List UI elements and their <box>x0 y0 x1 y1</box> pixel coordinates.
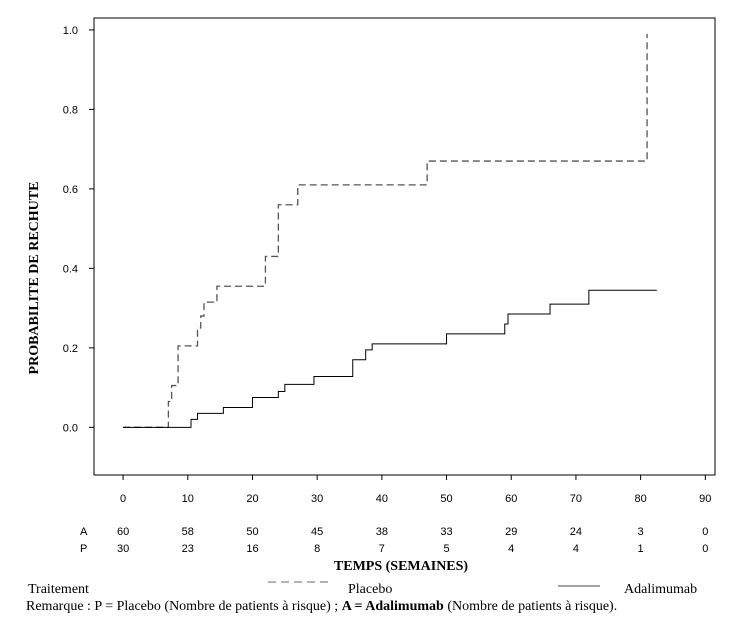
y-tick-label: 1.0 <box>63 25 78 37</box>
risk-count: 0 <box>702 526 708 538</box>
risk-count: 38 <box>376 526 388 538</box>
y-tick-label: 0.0 <box>63 422 78 434</box>
risk-table: A 60 58 50 45 38 33 29 24 3 0P 30 23 16 8 7 5 4 4 1 0 <box>80 526 708 555</box>
risk-count: 3 <box>638 526 644 538</box>
risk-count: 16 <box>246 543 258 555</box>
risk-count: 30 <box>117 543 129 555</box>
risk-count: 1 <box>638 543 644 555</box>
legend-label-adalimumab: Adalimumab <box>624 582 697 597</box>
y-tick-label: 0.2 <box>63 343 78 355</box>
series-layer <box>123 33 657 428</box>
risk-count: 50 <box>246 526 258 538</box>
series-placebo-line <box>123 33 648 428</box>
legend-title: Traitement <box>28 582 89 597</box>
risk-count: 24 <box>570 526 582 538</box>
risk-count: 4 <box>573 543 579 555</box>
y-tick-label: 0.4 <box>63 263 78 275</box>
risk-count: 33 <box>440 526 452 538</box>
x-tick-label: 80 <box>634 493 646 505</box>
note-prefix: Remarque : P = Placebo (Nombre de patien… <box>26 599 342 614</box>
note-bold: A = Adalimumab <box>341 599 444 614</box>
x-tick-label: 60 <box>505 493 517 505</box>
x-tick-label: 0 <box>120 493 126 505</box>
x-tick-label: 40 <box>376 493 388 505</box>
series-adalimumab-line <box>123 289 657 428</box>
note-suffix: (Nombre de patients à risque). <box>443 599 618 614</box>
risk-row-label: P <box>80 543 87 555</box>
risk-row-label: A <box>80 526 88 538</box>
note: Remarque : P = Placebo (Nombre de patien… <box>26 598 716 616</box>
x-axis: 0 10 20 30 40 50 60 70 80 90 <box>120 475 711 505</box>
plot-frame <box>93 17 716 476</box>
y-axis: 0.0 0.2 0.4 0.6 0.8 1.0 <box>63 25 94 434</box>
y-axis-label: PROBABILITE DE RECHUTE <box>27 182 42 375</box>
risk-count: 60 <box>117 526 129 538</box>
x-tick-label: 10 <box>182 493 194 505</box>
x-tick-label: 90 <box>699 493 711 505</box>
risk-count: 7 <box>379 543 385 555</box>
x-tick-label: 30 <box>311 493 323 505</box>
x-tick-label: 20 <box>246 493 258 505</box>
x-tick-label: 70 <box>570 493 582 505</box>
y-tick-label: 0.6 <box>63 184 78 196</box>
risk-count: 23 <box>182 543 194 555</box>
risk-count: 5 <box>443 543 449 555</box>
risk-count: 29 <box>505 526 517 538</box>
x-tick-label: 50 <box>440 493 452 505</box>
y-tick-label: 0.8 <box>63 104 78 116</box>
legend: Traitement Placebo Adalimumab <box>28 581 697 597</box>
risk-count: 0 <box>702 543 708 555</box>
risk-count: 45 <box>311 526 323 538</box>
risk-count: 8 <box>314 543 320 555</box>
legend-label-placebo: Placebo <box>348 582 392 597</box>
risk-count: 4 <box>508 543 514 555</box>
x-axis-label: TEMPS (SEMAINES) <box>334 559 469 574</box>
risk-count: 58 <box>182 526 194 538</box>
